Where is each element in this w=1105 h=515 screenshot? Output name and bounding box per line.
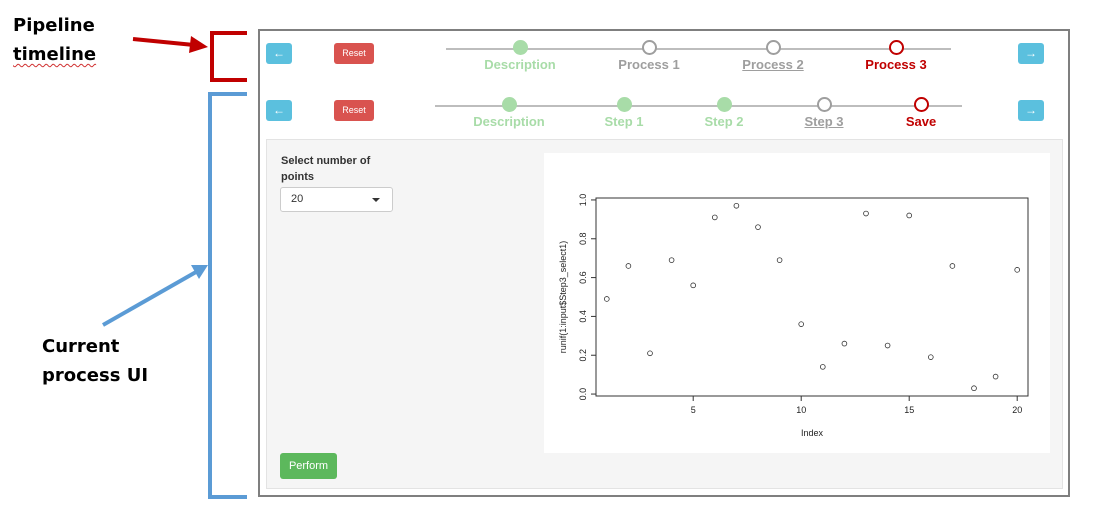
- y-axis-label: runif(1:input$Step3_select1): [558, 241, 568, 354]
- tl1-step-3[interactable]: Process 3: [826, 40, 966, 72]
- data-point: [841, 340, 848, 347]
- points-select[interactable]: 20: [280, 187, 393, 212]
- arrow-right-icon: →: [1025, 103, 1037, 117]
- pipeline-timeline: Description Process 1 Process 2 Process 3: [446, 34, 951, 72]
- data-point: [884, 342, 891, 349]
- process-prev-button[interactable]: ←: [266, 100, 292, 121]
- plot-area: 5 10 15 20 0.0 0.2 0.4 0.6 0.8 1.0 Index runif(1:in…: [544, 153, 1050, 453]
- scatter-plot: 5 10 15 20 0.0 0.2 0.4 0.6 0.8 1.0 Index runif(1:in…: [558, 194, 1029, 438]
- tl2-step-0[interactable]: Description: [439, 97, 579, 129]
- data-point: [755, 224, 761, 230]
- step-label: Process 1: [618, 57, 680, 72]
- data-point: [603, 296, 610, 302]
- data-point: [949, 263, 956, 269]
- y-tick-label: 0.2: [578, 349, 588, 362]
- step-status-icon: [765, 40, 781, 55]
- annotation-pipeline-timeline: Pipeline timeline: [13, 11, 96, 69]
- step-status-icon: [641, 40, 657, 55]
- arrow-right-icon: →: [1025, 46, 1037, 60]
- pipeline-reset-button[interactable]: Reset: [334, 43, 374, 64]
- tl1-step-2[interactable]: Process 2: [703, 40, 843, 72]
- select-points-label: Select number of points: [281, 155, 371, 183]
- process-bar: ← Reset Description Step 1 Step 2 Step 3 Sav…: [266, 91, 1044, 129]
- data-point: [971, 385, 977, 392]
- process-timeline: Description Step 1 Step 2 Step 3 Save: [435, 91, 962, 129]
- tl2-step-2[interactable]: Step 2: [654, 97, 794, 129]
- step-label: Process 2: [742, 57, 804, 72]
- tl2-step-3[interactable]: Step 3: [754, 97, 894, 129]
- pipeline-prev-button[interactable]: ←: [266, 43, 292, 64]
- data-point: [863, 210, 869, 217]
- data-point: [776, 257, 783, 263]
- tl1-step-1[interactable]: Process 1: [579, 40, 719, 72]
- data-point: [798, 321, 805, 327]
- data-point: [625, 263, 632, 269]
- data-point: [992, 373, 999, 380]
- perform-button[interactable]: Perform: [280, 453, 337, 479]
- caret-down-icon: [372, 198, 380, 202]
- step-label: Step 1: [604, 114, 644, 129]
- data-point: [1014, 267, 1021, 273]
- current-arrow: [102, 270, 197, 327]
- plot-box: [595, 197, 1029, 397]
- data-point: [906, 212, 913, 219]
- pipeline-arrow: [132, 37, 195, 47]
- y-tick-label: 0.6: [578, 271, 588, 284]
- tl2-step-4[interactable]: Save: [851, 97, 991, 129]
- annotation-current-word1: process UI: [42, 365, 149, 386]
- step-status-icon: [501, 97, 517, 112]
- annotation-current-process: Current process UI: [42, 332, 148, 390]
- annotation-current-line1: Current: [42, 336, 120, 357]
- step-status-icon: [716, 97, 732, 112]
- annotation-pipeline-line1: Pipeline: [13, 15, 95, 36]
- x-tick-label: 5: [691, 405, 696, 415]
- data-point: [712, 214, 718, 221]
- pipeline-bar: ← Reset Description Process 1 Process 2 Pro…: [266, 34, 1044, 72]
- y-tick-label: 0.8: [578, 233, 588, 246]
- step-label: Save: [905, 114, 937, 129]
- step-status-icon: [512, 40, 528, 55]
- step-status-icon: [888, 40, 904, 55]
- tl1-step-0[interactable]: Description: [450, 40, 590, 72]
- y-tick-label: 1.0: [578, 194, 588, 207]
- points-select-value: 20: [291, 193, 304, 205]
- data-point: [647, 350, 653, 357]
- pipeline-timeline-line: [446, 48, 951, 50]
- data-point: [927, 354, 934, 360]
- current-bracket: [208, 92, 247, 499]
- data-point: [690, 282, 697, 289]
- data-point: [733, 202, 740, 209]
- process-next-button[interactable]: →: [1018, 100, 1044, 121]
- process-timeline-line: [435, 105, 962, 107]
- x-axis-label: Index: [801, 428, 824, 438]
- current-arrowhead: [191, 265, 208, 279]
- process-panel: Select number of points 20 5 10 15 20 0.0 0.2…: [266, 139, 1063, 489]
- pipeline-next-button[interactable]: →: [1018, 43, 1044, 64]
- step-status-icon: [913, 97, 929, 112]
- step-status-icon: [616, 97, 632, 112]
- x-tick-label: 20: [1012, 405, 1022, 415]
- step-status-icon: [816, 97, 832, 112]
- data-point: [819, 364, 826, 370]
- data-point: [668, 257, 675, 263]
- y-tick-label: 0.4: [578, 310, 588, 323]
- step-label: Process 3: [865, 57, 927, 72]
- step-label: Step 3: [804, 114, 844, 129]
- x-tick-label: 10: [796, 405, 806, 415]
- x-tick-label: 15: [904, 405, 914, 415]
- y-tick-label: 0.0: [578, 388, 588, 401]
- tl2-step-1[interactable]: Step 1: [554, 97, 694, 129]
- pipeline-bracket: [210, 31, 247, 82]
- arrow-left-icon: ←: [273, 103, 285, 117]
- process-reset-button[interactable]: Reset: [334, 100, 374, 121]
- annotation-current-line2: process UI: [42, 361, 148, 390]
- step-label: Step 2: [704, 114, 744, 129]
- step-label: Description: [484, 57, 556, 72]
- annotation-pipeline-line2: timeline: [13, 44, 97, 65]
- arrow-left-icon: ←: [273, 46, 285, 60]
- pipeline-arrowhead: [189, 36, 208, 53]
- step-label: Description: [473, 114, 545, 129]
